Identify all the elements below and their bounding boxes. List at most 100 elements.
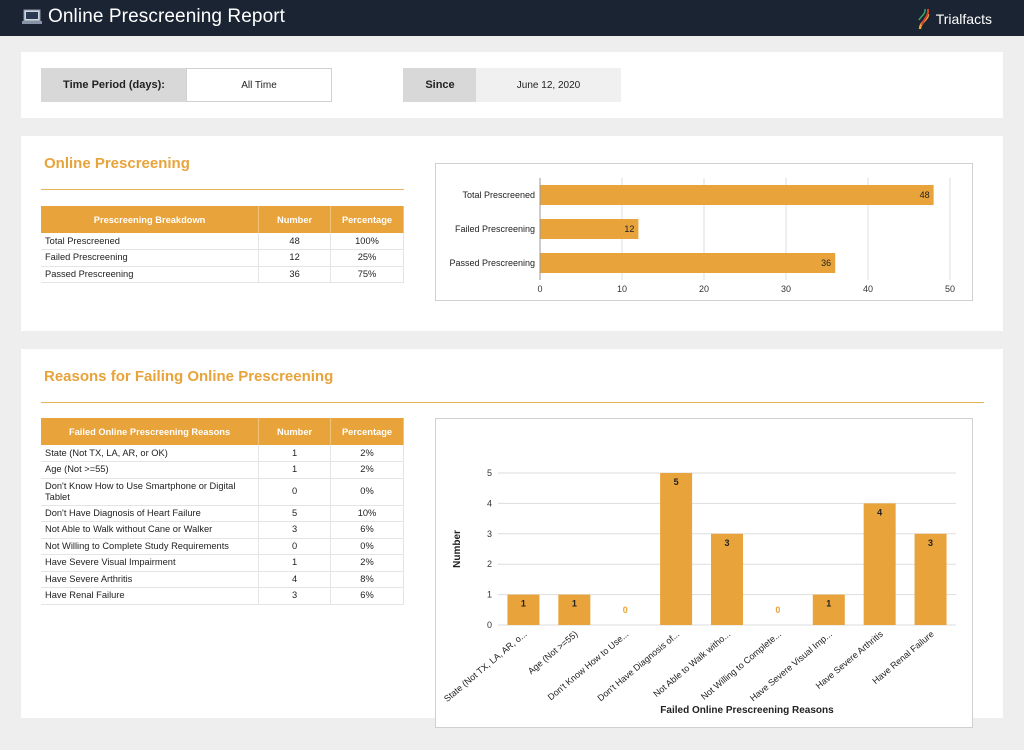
- row-number: 4: [258, 571, 332, 588]
- row-number: 5: [258, 505, 332, 522]
- row-number: 0: [258, 538, 332, 555]
- table-header: Prescreening Breakdown: [41, 206, 260, 233]
- row-label: Not Able to Walk without Cane or Walker: [41, 521, 260, 539]
- section-divider: [41, 402, 984, 403]
- row-label: Don't Know How to Use Smartphone or Digi…: [41, 478, 260, 506]
- table-row: Age (Not >=55) 1 2%: [41, 461, 404, 479]
- x-tick-label: 0: [537, 284, 542, 294]
- since-date-field[interactable]: June 12, 2020: [476, 68, 621, 102]
- bar: [540, 185, 934, 205]
- table-header: Number: [258, 206, 332, 233]
- y-category-label: Failed Prescreening: [455, 224, 535, 234]
- table-row: State (Not TX, LA, AR, or OK) 1 2%: [41, 445, 404, 462]
- y-tick-label: 4: [487, 498, 492, 508]
- bar-value-label: 1: [826, 599, 831, 609]
- bar-value-label: 1: [521, 599, 526, 609]
- row-number: 12: [258, 249, 332, 267]
- bar-value-label: 0: [623, 605, 628, 615]
- row-percentage: 0%: [330, 478, 404, 506]
- x-category-label: Have Severe Visual Imp...: [748, 629, 834, 703]
- row-label: Have Renal Failure: [41, 587, 260, 605]
- since-label: Since: [403, 68, 477, 102]
- table-row: Don't Know How to Use Smartphone or Digi…: [41, 478, 404, 506]
- y-tick-label: 2: [487, 559, 492, 569]
- bar: [507, 594, 540, 625]
- x-category-label: State (Not TX, LA, AR, o...: [442, 629, 529, 704]
- table-row: Passed Prescreening 36 75%: [41, 266, 404, 283]
- filter-card: Time Period (days): All Time Since June …: [21, 52, 1003, 118]
- table-row: Have Severe Visual Impairment 1 2%: [41, 554, 404, 572]
- row-label: Don't Have Diagnosis of Heart Failure: [41, 505, 260, 522]
- x-category-label: Don't Have Diagnosis of...: [595, 629, 681, 703]
- x-tick-label: 40: [863, 284, 873, 294]
- row-percentage: 6%: [330, 587, 404, 605]
- y-axis-title: Number: [452, 530, 463, 568]
- bar: [914, 533, 947, 625]
- y-tick-label: 1: [487, 590, 492, 600]
- table-header: Percentage: [330, 206, 404, 233]
- app-header: Online Prescreening Report Trialfacts: [0, 0, 1024, 36]
- table-row: Don't Have Diagnosis of Heart Failure 5 10…: [41, 505, 404, 522]
- brand-logo: Trialfacts: [917, 8, 992, 30]
- breakdown-table: Prescreening Breakdown Number Percentage…: [41, 206, 404, 283]
- x-tick-label: 20: [699, 284, 709, 294]
- section-title: Reasons for Failing Online Prescreening: [44, 368, 334, 385]
- row-percentage: 10%: [330, 505, 404, 522]
- x-category-label: Age (Not >=55): [526, 629, 580, 676]
- bar-value-label: 36: [821, 258, 831, 268]
- row-label: Not Willing to Complete Study Requiremen…: [41, 538, 260, 555]
- table-row: Total Prescreened 48 100%: [41, 233, 404, 250]
- row-number: 1: [258, 554, 332, 572]
- x-axis-title: Failed Online Prescreening Reasons: [660, 705, 834, 716]
- time-period-select[interactable]: All Time: [186, 68, 332, 102]
- laptop-icon: [22, 9, 42, 24]
- page-title: Online Prescreening Report: [48, 6, 286, 27]
- bar: [558, 594, 591, 625]
- bar: [812, 594, 845, 625]
- y-tick-label: 3: [487, 529, 492, 539]
- bar-value-label: 3: [724, 538, 729, 548]
- row-label: Passed Prescreening: [41, 266, 260, 283]
- row-percentage: 8%: [330, 571, 404, 588]
- trialfacts-logo-icon: [918, 8, 929, 30]
- table-header: Number: [258, 418, 332, 445]
- table-row: Not Able to Walk without Cane or Walker 3…: [41, 521, 404, 539]
- table-row: Have Renal Failure 3 6%: [41, 587, 404, 605]
- prescreening-bar-chart: 0 10 20 30 40 50 48 Total Prescreened 12 Failed P…: [435, 163, 973, 301]
- section-title: Online Prescreening: [44, 155, 190, 172]
- row-percentage: 6%: [330, 521, 404, 539]
- table-row: Have Severe Arthritis 4 8%: [41, 571, 404, 588]
- table-row: Not Willing to Complete Study Requiremen…: [41, 538, 404, 555]
- row-percentage: 25%: [330, 249, 404, 267]
- bar-value-label: 12: [624, 224, 634, 234]
- failing-reasons-card: Reasons for Failing Online Prescreening …: [21, 349, 1003, 728]
- bar-value-label: 48: [920, 190, 930, 200]
- x-category-label: Don't Know How to Use...: [546, 629, 631, 702]
- row-percentage: 100%: [330, 233, 404, 250]
- bar-value-label: 5: [674, 477, 679, 487]
- row-number: 36: [258, 266, 332, 283]
- row-number: 1: [258, 445, 332, 462]
- bar: [660, 473, 693, 625]
- row-percentage: 0%: [330, 538, 404, 555]
- row-number: 3: [258, 587, 332, 605]
- bar: [540, 253, 836, 273]
- table-header: Percentage: [330, 418, 404, 445]
- table-row: Failed Prescreening 12 25%: [41, 249, 404, 267]
- table-header: Failed Online Prescreening Reasons: [41, 418, 260, 445]
- x-tick-label: 10: [617, 284, 627, 294]
- bar: [863, 503, 896, 625]
- y-category-label: Passed Prescreening: [449, 258, 535, 268]
- row-number: 48: [258, 233, 332, 250]
- bar-value-label: 1: [572, 599, 577, 609]
- x-tick-label: 30: [781, 284, 791, 294]
- reasons-table: Failed Online Prescreening Reasons Numbe…: [41, 418, 404, 605]
- brand-name: Trialfacts: [935, 11, 992, 27]
- row-label: Total Prescreened: [41, 233, 260, 250]
- y-tick-label: 5: [487, 468, 492, 478]
- row-number: 0: [258, 478, 332, 506]
- prescreening-card: Online Prescreening Prescreening Breakdo…: [21, 136, 1003, 331]
- section-divider: [41, 189, 404, 190]
- row-label: Age (Not >=55): [41, 461, 260, 479]
- bar: [540, 219, 639, 239]
